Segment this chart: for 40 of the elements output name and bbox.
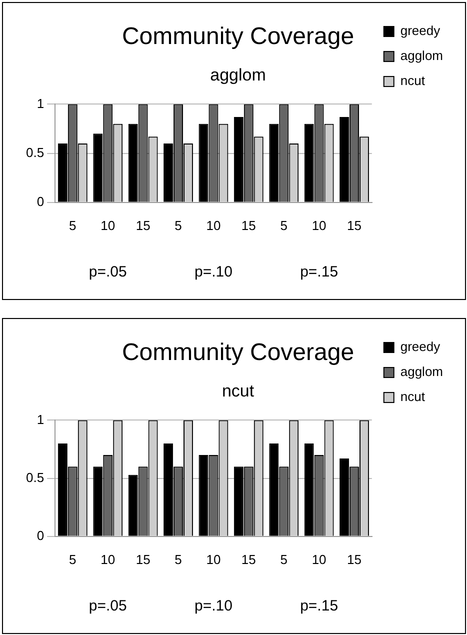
x-tick-label: 10 <box>312 218 326 233</box>
text: p=.15 <box>300 264 338 281</box>
y-tick-label: 0 <box>36 194 44 209</box>
x-tick-label: 5 <box>280 218 288 233</box>
x-tick-label: 15 <box>241 552 256 567</box>
text: p=.10 <box>194 598 232 615</box>
chart-title: Community Coverage <box>122 23 354 50</box>
x-tick-label: 15 <box>136 218 150 233</box>
x-tick-label: 15 <box>241 218 256 233</box>
legend-label: agglom <box>400 364 444 380</box>
x-tick-label: 10 <box>312 552 326 567</box>
legend-label: greedy <box>400 339 441 354</box>
chart-subtitle: agglom <box>210 66 266 85</box>
x-tick-label: 10 <box>206 552 221 567</box>
y-tick-label: 0.5 <box>26 470 44 485</box>
text: p=.05 <box>88 264 127 281</box>
chart-subtitle: ncut <box>222 382 254 401</box>
text: p=.05 <box>88 598 127 615</box>
x-tick-label: 15 <box>347 218 362 233</box>
x-tick-label: 10 <box>206 218 221 233</box>
x-tick-label: 5 <box>69 218 76 233</box>
y-tick-label: 1 <box>36 412 44 427</box>
legend-label: ncut <box>400 73 426 88</box>
y-tick-label: 1 <box>36 96 44 111</box>
x-tick-label: 5 <box>280 552 288 567</box>
x-tick-label: 15 <box>136 552 150 567</box>
legend-label: greedy <box>400 23 441 38</box>
x-tick-label: 5 <box>69 552 76 567</box>
legend-label: agglom <box>400 48 444 64</box>
x-tick-label: 5 <box>174 218 182 233</box>
y-tick-label: 0 <box>36 528 44 543</box>
chart-title: Community Coverage <box>122 339 354 366</box>
x-tick-label: 10 <box>100 552 116 567</box>
x-tick-label: 5 <box>174 552 182 567</box>
x-tick-label: 10 <box>100 218 116 233</box>
y-tick-label: 0.5 <box>26 144 44 160</box>
text: p=.10 <box>194 264 232 281</box>
x-tick-label: 15 <box>347 552 362 567</box>
text: p=.15 <box>300 598 338 615</box>
legend-label: ncut <box>400 389 426 404</box>
